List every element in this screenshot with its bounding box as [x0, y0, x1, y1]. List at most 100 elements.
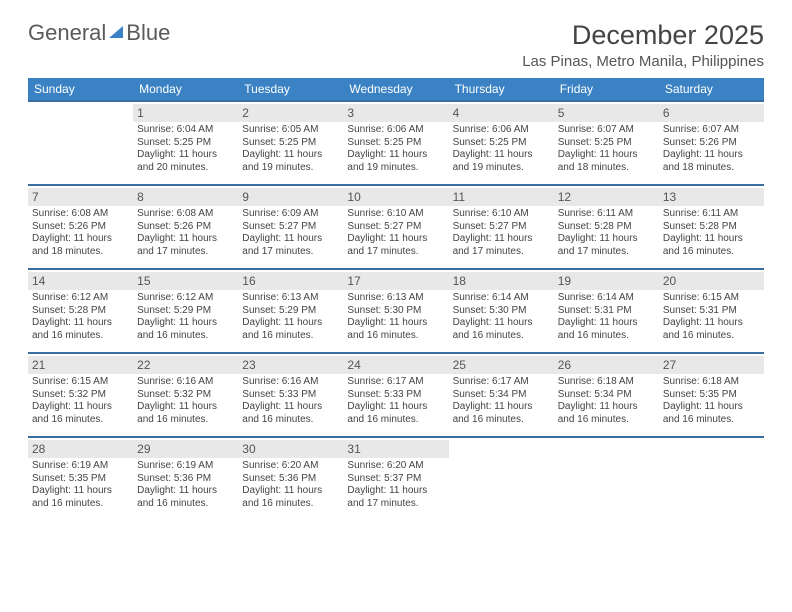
week-row: 1 Sunrise: 6:04 AMSunset: 5:25 PMDaylight…: [28, 101, 764, 185]
day-cell: 3Sunrise: 6:06 AMSunset: 5:25 PMDaylight…: [343, 101, 448, 185]
header: General Blue December 2025 Las Pinas, Me…: [28, 20, 764, 70]
logo: General Blue: [28, 20, 170, 46]
day-cell: 26Sunrise: 6:18 AMSunset: 5:34 PMDayligh…: [554, 353, 659, 437]
day-number: 19: [554, 272, 659, 290]
day-number: 1: [133, 104, 238, 122]
day-details: Sunrise: 6:12 AMSunset: 5:29 PMDaylight:…: [137, 292, 234, 342]
day-details: Sunrise: 6:11 AMSunset: 5:28 PMDaylight:…: [558, 208, 655, 258]
day-cell: [449, 437, 554, 521]
day-details: Sunrise: 6:20 AMSunset: 5:37 PMDaylight:…: [347, 460, 444, 510]
day-cell: 12 Sunrise: 6:11 AMSunset: 5:28 PMDayligh…: [554, 185, 659, 269]
day-cell: 1 Sunrise: 6:04 AMSunset: 5:25 PMDaylight…: [133, 101, 238, 185]
day-details: Sunrise: 6:05 AMSunset: 5:25 PMDaylight:…: [242, 124, 339, 174]
day-number: 10: [343, 188, 448, 206]
day-cell: [659, 437, 764, 521]
day-details: Sunrise: 6:19 AMSunset: 5:35 PMDaylight:…: [32, 460, 129, 510]
day-number: 12: [554, 188, 659, 206]
day-cell: 21 Sunrise: 6:15 AMSunset: 5:32 PMDayligh…: [28, 353, 133, 437]
day-number: 2: [238, 104, 343, 122]
day-number: 26: [554, 356, 659, 374]
day-details: Sunrise: 6:17 AMSunset: 5:34 PMDaylight:…: [453, 376, 550, 426]
day-number: 13: [659, 188, 764, 206]
day-details: Sunrise: 6:10 AMSunset: 5:27 PMDaylight:…: [347, 208, 444, 258]
day-details: Sunrise: 6:12 AMSunset: 5:28 PMDaylight:…: [32, 292, 129, 342]
day-number: 25: [449, 356, 554, 374]
day-number: 8: [133, 188, 238, 206]
day-cell: 10 Sunrise: 6:10 AMSunset: 5:27 PMDayligh…: [343, 185, 448, 269]
day-number: 16: [238, 272, 343, 290]
day-number: 18: [449, 272, 554, 290]
day-number: 11: [449, 188, 554, 206]
day-number: 21: [28, 356, 133, 374]
day-cell: 4Sunrise: 6:06 AMSunset: 5:25 PMDaylight…: [449, 101, 554, 185]
day-cell: [554, 437, 659, 521]
day-number: 5: [554, 104, 659, 122]
day-cell: 16 Sunrise: 6:13 AMSunset: 5:29 PMDayligh…: [238, 269, 343, 353]
day-cell: 23Sunrise: 6:16 AMSunset: 5:33 PMDayligh…: [238, 353, 343, 437]
day-cell: 2 Sunrise: 6:05 AMSunset: 5:25 PMDaylight…: [238, 101, 343, 185]
day-cell: 5 Sunrise: 6:07 AMSunset: 5:25 PMDaylight…: [554, 101, 659, 185]
day-cell: 11 Sunrise: 6:10 AMSunset: 5:27 PMDayligh…: [449, 185, 554, 269]
day-number: 17: [343, 272, 448, 290]
day-cell: [28, 101, 133, 185]
day-details: Sunrise: 6:08 AMSunset: 5:26 PMDaylight:…: [32, 208, 129, 258]
day-cell: 24 Sunrise: 6:17 AMSunset: 5:33 PMDayligh…: [343, 353, 448, 437]
day-cell: 13 Sunrise: 6:11 AMSunset: 5:28 PMDayligh…: [659, 185, 764, 269]
day-header: Wednesday: [343, 78, 448, 101]
day-header: Friday: [554, 78, 659, 101]
day-details: Sunrise: 6:20 AMSunset: 5:36 PMDaylight:…: [242, 460, 339, 510]
day-details: Sunrise: 6:09 AMSunset: 5:27 PMDaylight:…: [242, 208, 339, 258]
day-cell: 9 Sunrise: 6:09 AMSunset: 5:27 PMDaylight…: [238, 185, 343, 269]
month-title: December 2025: [522, 20, 764, 51]
logo-word2: Blue: [126, 20, 170, 46]
day-number: 6: [659, 104, 764, 122]
day-header: Tuesday: [238, 78, 343, 101]
day-cell: 15 Sunrise: 6:12 AMSunset: 5:29 PMDayligh…: [133, 269, 238, 353]
day-number: 29: [133, 440, 238, 458]
day-cell: 27 Sunrise: 6:18 AMSunset: 5:35 PMDayligh…: [659, 353, 764, 437]
week-row: 28 Sunrise: 6:19 AMSunset: 5:35 PMDayligh…: [28, 437, 764, 521]
day-details: Sunrise: 6:13 AMSunset: 5:30 PMDaylight:…: [347, 292, 444, 342]
calendar-body: 1 Sunrise: 6:04 AMSunset: 5:25 PMDaylight…: [28, 101, 764, 521]
week-row: 14 Sunrise: 6:12 AMSunset: 5:28 PMDayligh…: [28, 269, 764, 353]
day-number: 14: [28, 272, 133, 290]
week-row: 21 Sunrise: 6:15 AMSunset: 5:32 PMDayligh…: [28, 353, 764, 437]
day-details: Sunrise: 6:15 AMSunset: 5:32 PMDaylight:…: [32, 376, 129, 426]
day-details: Sunrise: 6:13 AMSunset: 5:29 PMDaylight:…: [242, 292, 339, 342]
day-cell: 18 Sunrise: 6:14 AMSunset: 5:30 PMDayligh…: [449, 269, 554, 353]
day-number: 30: [238, 440, 343, 458]
day-cell: 19Sunrise: 6:14 AMSunset: 5:31 PMDayligh…: [554, 269, 659, 353]
day-cell: 22 Sunrise: 6:16 AMSunset: 5:32 PMDayligh…: [133, 353, 238, 437]
day-number: 15: [133, 272, 238, 290]
day-number: 9: [238, 188, 343, 206]
day-details: Sunrise: 6:14 AMSunset: 5:30 PMDaylight:…: [453, 292, 550, 342]
day-details: Sunrise: 6:16 AMSunset: 5:33 PMDaylight:…: [242, 376, 339, 426]
calendar-table: SundayMondayTuesdayWednesdayThursdayFrid…: [28, 78, 764, 521]
day-cell: 7Sunrise: 6:08 AMSunset: 5:26 PMDaylight…: [28, 185, 133, 269]
day-number: 22: [133, 356, 238, 374]
day-details: Sunrise: 6:10 AMSunset: 5:27 PMDaylight:…: [453, 208, 550, 258]
day-details: Sunrise: 6:06 AMSunset: 5:25 PMDaylight:…: [453, 124, 550, 174]
day-details: Sunrise: 6:08 AMSunset: 5:26 PMDaylight:…: [137, 208, 234, 258]
day-details: Sunrise: 6:11 AMSunset: 5:28 PMDaylight:…: [663, 208, 760, 258]
day-number: 27: [659, 356, 764, 374]
day-details: Sunrise: 6:04 AMSunset: 5:25 PMDaylight:…: [137, 124, 234, 174]
location: Las Pinas, Metro Manila, Philippines: [522, 53, 764, 70]
day-header: Monday: [133, 78, 238, 101]
logo-triangle-icon: [109, 26, 123, 38]
day-number: 3: [343, 104, 448, 122]
title-block: December 2025 Las Pinas, Metro Manila, P…: [522, 20, 764, 70]
calendar-page: General Blue December 2025 Las Pinas, Me…: [0, 0, 792, 541]
day-header: Sunday: [28, 78, 133, 101]
day-details: Sunrise: 6:18 AMSunset: 5:35 PMDaylight:…: [663, 376, 760, 426]
day-header: Thursday: [449, 78, 554, 101]
day-details: Sunrise: 6:07 AMSunset: 5:25 PMDaylight:…: [558, 124, 655, 174]
day-cell: 8 Sunrise: 6:08 AMSunset: 5:26 PMDaylight…: [133, 185, 238, 269]
day-number: 24: [343, 356, 448, 374]
day-details: Sunrise: 6:17 AMSunset: 5:33 PMDaylight:…: [347, 376, 444, 426]
day-number: 31: [343, 440, 448, 458]
day-number: 28: [28, 440, 133, 458]
day-details: Sunrise: 6:16 AMSunset: 5:32 PMDaylight:…: [137, 376, 234, 426]
day-details: Sunrise: 6:19 AMSunset: 5:36 PMDaylight:…: [137, 460, 234, 510]
day-cell: 17 Sunrise: 6:13 AMSunset: 5:30 PMDayligh…: [343, 269, 448, 353]
